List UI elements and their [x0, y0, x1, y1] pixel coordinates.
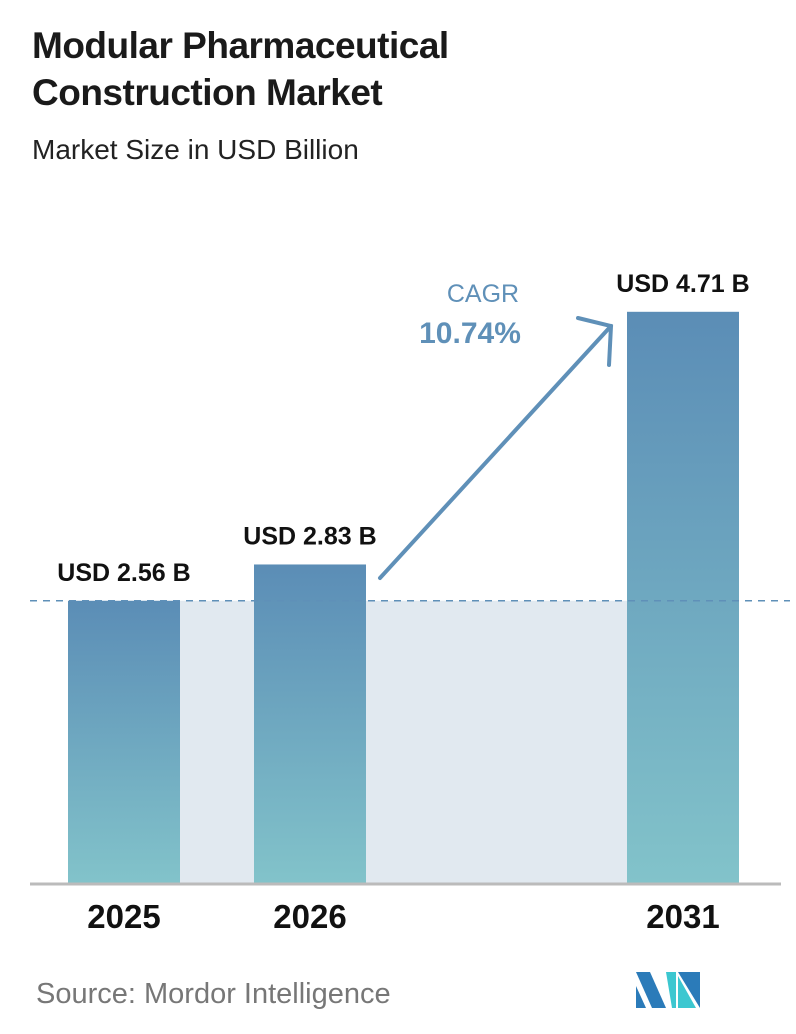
data-label-2026: USD 2.83 B: [243, 522, 376, 550]
chart-title: Modular Pharmaceutical Construction Mark…: [32, 25, 449, 113]
shaded-region: [180, 600, 627, 883]
cagr-arrow: [378, 316, 614, 580]
data-label-2025: USD 2.56 B: [57, 559, 190, 587]
bar-2026: [254, 564, 366, 883]
bar-2031: [627, 311, 739, 883]
x-tick-2031: 2031: [646, 898, 719, 935]
chart-subtitle: Market Size in USD Billion: [32, 134, 359, 165]
data-label-2031: USD 4.71 B: [616, 270, 749, 298]
mordor-intelligence-logo: [636, 972, 700, 1008]
bar-2025: [68, 600, 180, 883]
cagr-value: 10.74%: [419, 317, 521, 350]
x-tick-2025: 2025: [87, 898, 160, 935]
x-tick-2026: 2026: [273, 898, 346, 935]
source-text: Source: Mordor Intelligence: [36, 978, 391, 1010]
cagr-label: CAGR: [447, 280, 519, 308]
